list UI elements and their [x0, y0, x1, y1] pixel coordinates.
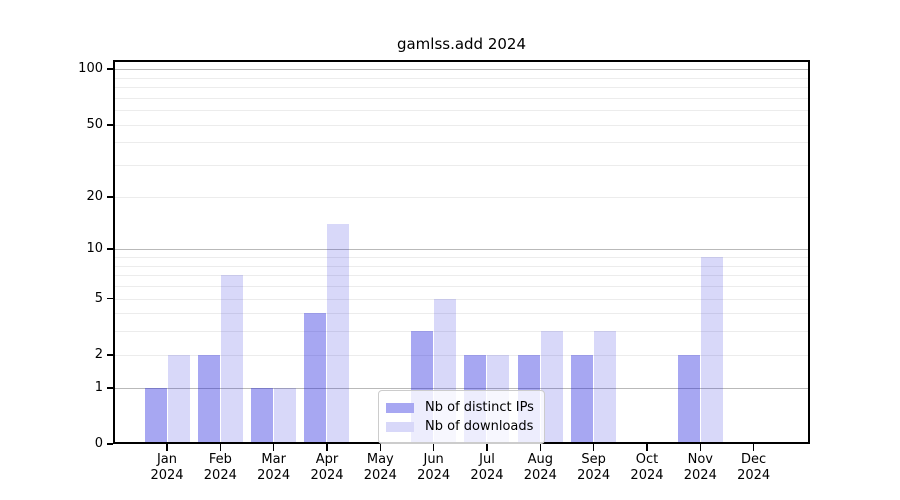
gridline-minor — [113, 110, 810, 112]
x-tick-label: Feb 2024 — [203, 452, 237, 483]
x-tick — [539, 444, 542, 451]
bar-distinct-ips-jan — [144, 387, 167, 444]
legend-swatch-distinct-ips — [386, 402, 414, 413]
x-tick-label: Nov 2024 — [683, 452, 717, 483]
y-tick — [106, 68, 113, 71]
gridline-major — [113, 69, 810, 71]
y-tick — [106, 195, 113, 198]
gridline-minor — [113, 165, 810, 167]
axis-spine-top — [113, 60, 810, 62]
y-tick — [106, 297, 113, 300]
x-tick-label: Aug 2024 — [523, 452, 557, 483]
gridline-minor — [113, 313, 810, 315]
y-tick-label: 1 — [94, 379, 103, 395]
plot-area: Nb of distinct IPs Nb of downloads — [106, 60, 810, 451]
x-tick — [699, 444, 702, 451]
y-axis-tick-labels: 0 1 2 5 10 20 50 100 — [0, 60, 103, 460]
bar-distinct-ips-apr — [304, 313, 327, 444]
x-tick-label: May 2024 — [363, 452, 397, 483]
x-tick — [219, 444, 222, 451]
bar-downloads-sep — [594, 331, 617, 444]
gridline-minor — [113, 354, 810, 356]
gridline-minor — [113, 97, 810, 99]
y-tick — [106, 353, 113, 356]
gridline-minor — [113, 77, 810, 79]
bar-downloads-aug — [540, 331, 563, 444]
x-tick-label: Oct 2024 — [630, 452, 664, 483]
y-tick-label: 100 — [78, 61, 103, 77]
x-tick — [752, 444, 755, 451]
y-tick — [106, 443, 113, 445]
x-tick-label: Jun 2024 — [417, 452, 451, 483]
x-tick — [486, 444, 488, 451]
x-tick-label: Jan 2024 — [150, 452, 184, 483]
gridline-minor — [113, 285, 810, 287]
x-tick — [432, 444, 435, 451]
bar-distinct-ips-mar — [251, 387, 274, 444]
bar-downloads-apr — [327, 224, 350, 444]
x-tick-label: Jul 2024 — [470, 452, 504, 483]
x-tick — [272, 444, 275, 451]
gridline-minor — [113, 257, 810, 259]
gridline-minor — [113, 124, 810, 126]
x-axis-tick-labels: Jan 2024 Feb 2024 Mar 2024 Apr 2024 May 2024… — [113, 452, 810, 492]
bar-distinct-ips-feb — [197, 354, 220, 444]
axis-spine-right — [808, 60, 810, 444]
legend: Nb of distinct IPs Nb of downloads — [378, 390, 545, 444]
y-tick-label: 5 — [94, 290, 103, 306]
gridline-minor — [113, 196, 810, 198]
gridline-minor — [113, 275, 810, 277]
legend-item-downloads: Nb of downloads — [386, 417, 534, 436]
x-tick — [326, 444, 328, 451]
bar-distinct-ips-sep — [571, 354, 594, 444]
gridline-minor — [113, 265, 810, 267]
bar-downloads-mar — [274, 387, 297, 444]
x-tick — [166, 444, 168, 451]
x-tick-label: Mar 2024 — [257, 452, 291, 483]
x-tick-label: Sep 2024 — [577, 452, 611, 483]
y-axis-spine — [113, 60, 115, 444]
x-tick-label: Apr 2024 — [310, 452, 344, 483]
gridline-minor — [113, 87, 810, 89]
y-tick — [106, 123, 113, 126]
x-tick — [592, 444, 595, 451]
y-tick-label: 20 — [86, 188, 103, 204]
y-tick — [106, 248, 113, 251]
gridline-major — [113, 249, 810, 251]
gridline-minor — [113, 331, 810, 333]
gridline-major — [113, 387, 810, 389]
chart-title: gamlss.add 2024 — [396, 35, 527, 53]
x-tick — [646, 444, 648, 451]
x-tick-label: Dec 2024 — [737, 452, 771, 483]
bar-downloads-jan — [167, 354, 190, 444]
bar-distinct-ips-nov — [677, 354, 700, 444]
bar-downloads-nov — [700, 257, 723, 444]
y-tick-label: 0 — [94, 436, 103, 451]
gridline-minor — [113, 298, 810, 300]
legend-swatch-downloads — [386, 421, 414, 432]
y-tick-label: 50 — [86, 116, 103, 132]
gridline-minor — [113, 142, 810, 144]
bar-downloads-feb — [220, 275, 243, 444]
legend-label-distinct-ips: Nb of distinct IPs — [425, 400, 534, 415]
y-tick-label: 10 — [86, 241, 103, 257]
legend-label-downloads: Nb of downloads — [425, 419, 534, 434]
y-tick — [106, 386, 113, 389]
x-tick — [379, 444, 382, 451]
legend-item-distinct-ips: Nb of distinct IPs — [386, 398, 534, 417]
y-tick-label: 2 — [94, 346, 103, 362]
